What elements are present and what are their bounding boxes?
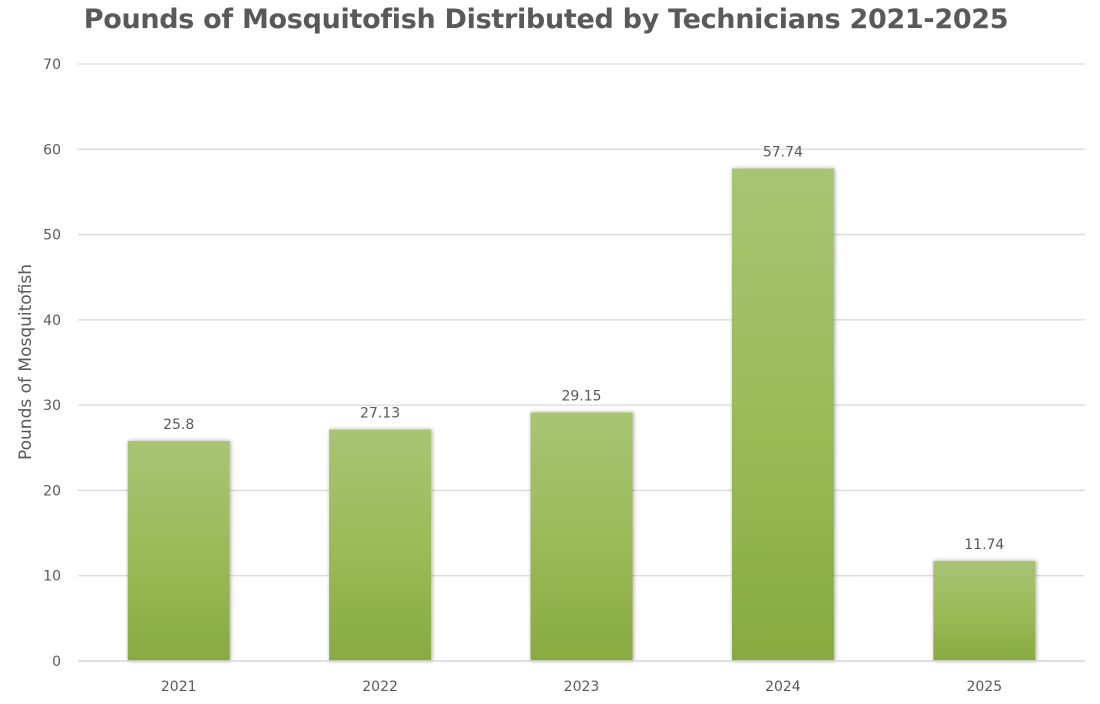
x-tick-label: 2024 bbox=[765, 679, 801, 695]
y-tick-label: 70 bbox=[43, 57, 61, 73]
bar bbox=[933, 560, 1036, 661]
y-tick-label: 0 bbox=[52, 654, 61, 670]
y-tick-label: 10 bbox=[43, 569, 61, 585]
x-tick-label: 2025 bbox=[966, 679, 1002, 695]
x-tick-label: 2021 bbox=[161, 679, 197, 695]
y-tick-label: 30 bbox=[43, 398, 61, 414]
data-label: 27.13 bbox=[360, 406, 400, 422]
bar bbox=[530, 412, 633, 661]
y-tick-label: 20 bbox=[43, 483, 61, 499]
data-label: 57.74 bbox=[763, 145, 803, 161]
data-label: 25.8 bbox=[163, 417, 194, 433]
bar bbox=[127, 440, 230, 661]
data-label: 29.15 bbox=[561, 388, 601, 404]
chart-title: Pounds of Mosquitofish Distributed by Te… bbox=[83, 4, 1009, 35]
y-tick-label: 60 bbox=[43, 142, 61, 158]
x-tick-label: 2023 bbox=[564, 679, 600, 695]
y-tick-label: 40 bbox=[43, 313, 61, 329]
bar bbox=[731, 168, 834, 661]
x-tick-label: 2022 bbox=[362, 679, 398, 695]
bar bbox=[329, 429, 432, 661]
data-label: 11.74 bbox=[964, 537, 1004, 553]
y-tick-label: 50 bbox=[43, 228, 61, 244]
